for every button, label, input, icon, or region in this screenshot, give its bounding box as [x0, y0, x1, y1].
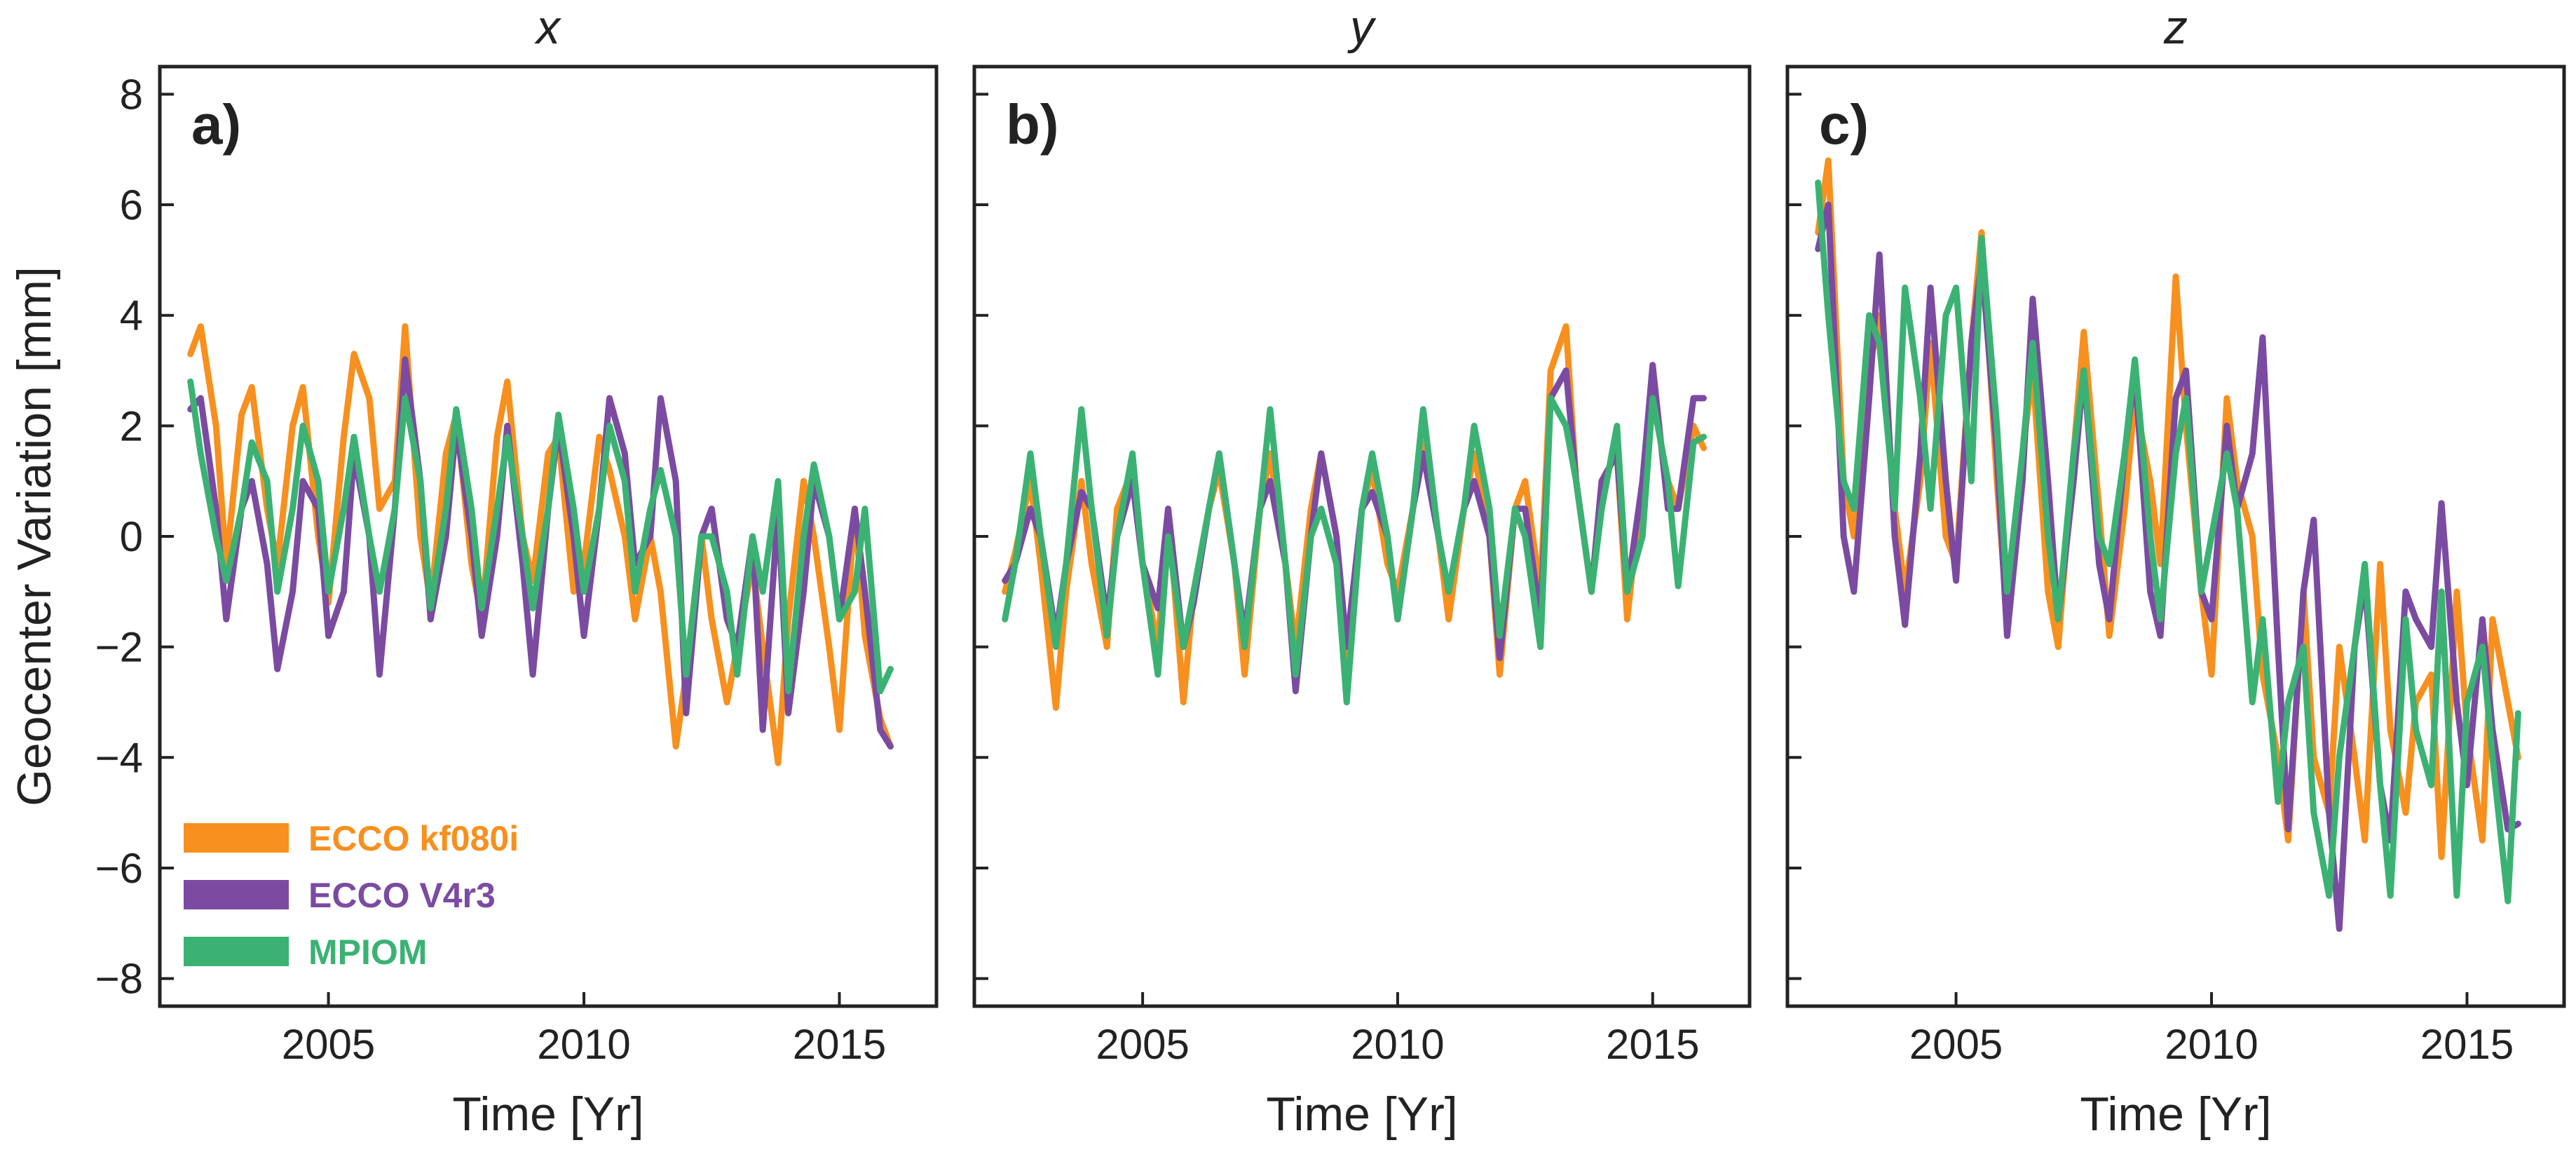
- legend-label: MPIOM: [308, 933, 427, 972]
- y-tick-label: 8: [120, 71, 143, 118]
- x-tick-label: 2010: [537, 1021, 630, 1068]
- series-group: [187, 323, 894, 766]
- legend-label: ECCO kf080i: [308, 819, 519, 858]
- x-tick-label: 2015: [1606, 1021, 1699, 1068]
- y-tick-label: 6: [120, 182, 143, 229]
- series-group: [1815, 157, 2521, 933]
- legend-label: ECCO V4r3: [308, 876, 496, 915]
- panel-2: 2005 2010 2015 Time [Yr] y b): [972, 1, 1752, 1141]
- legend: ECCO kf080i ECCO V4r3 MPIOM: [184, 819, 519, 972]
- series-line-mpiom: [1002, 395, 1707, 705]
- x-tick-label: 2010: [1351, 1021, 1444, 1068]
- y-tick-label: 4: [120, 292, 143, 339]
- y-tick-label: −6: [95, 845, 143, 892]
- x-tick-label: 2005: [1096, 1021, 1189, 1068]
- x-tick-label: 2015: [2420, 1021, 2514, 1068]
- panel-title: y: [1347, 1, 1377, 54]
- x-tick-label: 2010: [2165, 1021, 2258, 1068]
- series-line-ecco-kf080i: [187, 323, 894, 766]
- panel-label: c): [1819, 93, 1869, 156]
- y-axis-label: Geocenter Variation [mm]: [8, 266, 61, 806]
- series-group: [1002, 323, 1707, 711]
- panel-title: x: [534, 1, 561, 54]
- panel-3: 2005 2010 2015 Time [Yr] z c): [1785, 1, 2566, 1141]
- panel-title: z: [2163, 1, 2188, 54]
- plot-frame: [1785, 65, 2566, 1008]
- panel-label: b): [1006, 93, 1059, 156]
- y-tick-label: 2: [120, 402, 143, 449]
- y-tick-label: 0: [120, 513, 143, 560]
- x-axis-label: Time [Yr]: [2080, 1087, 2271, 1141]
- legend-swatch: [184, 823, 289, 853]
- y-tick-label: −4: [95, 734, 143, 781]
- x-tick-label: 2015: [793, 1021, 886, 1068]
- series-line-mpiom: [187, 378, 894, 695]
- series-line-ecco-v4r3: [187, 356, 894, 750]
- x-axis-label: Time [Yr]: [1266, 1087, 1457, 1141]
- legend-swatch: [184, 937, 289, 966]
- legend-swatch: [184, 880, 289, 909]
- panel-1: 8 6 4 2 0 −2 −4 −6 −8 2005 2010 2015 Time [Yr] x a) Geo…: [8, 1, 939, 1141]
- y-tick-label: −8: [95, 956, 143, 1003]
- x-tick-label: 2005: [1909, 1021, 2003, 1068]
- x-tick-label: 2005: [282, 1021, 375, 1068]
- series-line-mpiom: [1815, 179, 2521, 904]
- y-tick-label: −2: [95, 624, 143, 671]
- x-axis-label: Time [Yr]: [452, 1087, 643, 1141]
- panel-label: a): [191, 93, 241, 156]
- series-line-ecco-kf080i: [1815, 157, 2521, 860]
